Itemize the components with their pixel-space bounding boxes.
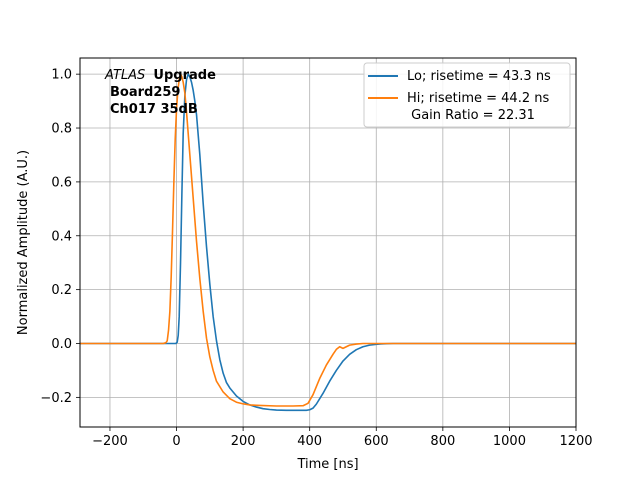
- x-tick-label: 200: [231, 434, 256, 449]
- series-layer: [80, 73, 576, 412]
- annotation-upgrade: Upgrade: [153, 68, 216, 83]
- ticks: −200 0 200 400 600 800 1000 1200 −0.2 0.0 0.2 0.4 0.…: [40, 68, 592, 449]
- annotation-board: Board259: [110, 85, 180, 100]
- plot-frame: [79, 57, 577, 428]
- x-tick-label: 0: [172, 434, 180, 449]
- x-axis-label: Time [ns]: [296, 457, 358, 472]
- legend-label-hi-line-2: Gain Ratio = 22.31: [407, 108, 535, 123]
- x-tick-label: 800: [430, 434, 455, 449]
- x-tick-label: 1200: [559, 434, 592, 449]
- atlas-annotation: ATLAS Upgrade Board259 Ch017 35dB: [104, 68, 216, 117]
- y-tick-label: 0.6: [51, 175, 72, 190]
- legend-label-lo: Lo; risetime = 43.3 ns: [407, 69, 551, 84]
- y-axis-label: Normalized Amplitude (A.U.): [16, 150, 31, 335]
- x-tick-label: 600: [364, 434, 389, 449]
- legend: Lo; risetime = 43.3 ns Hi; risetime = 44…: [363, 62, 578, 128]
- y-tick-label: 0.2: [51, 283, 72, 298]
- y-tick-label: −0.2: [40, 391, 72, 406]
- x-tick-label: −200: [92, 434, 128, 449]
- y-tick-label: 1.0: [51, 68, 72, 83]
- annotation-line-1: ATLAS Upgrade: [104, 68, 216, 83]
- y-tick-label: 0.8: [51, 122, 72, 137]
- legend-box: [363, 62, 571, 128]
- annotation-channel: Ch017 35dB: [110, 102, 198, 117]
- x-tick-label: 1000: [493, 434, 526, 449]
- legend-label-hi-line-1: Hi; risetime = 44.2 ns: [407, 91, 549, 106]
- y-tick-label: 0.0: [51, 337, 72, 352]
- annotation-atlas: ATLAS: [104, 68, 145, 83]
- x-tick-label: 400: [297, 434, 322, 449]
- legend-label-hi: Hi; risetime = 44.2 ns Gain Ratio = 22.3…: [407, 91, 578, 123]
- series-line-hi: [80, 73, 576, 407]
- y-tick-label: 0.4: [51, 229, 72, 244]
